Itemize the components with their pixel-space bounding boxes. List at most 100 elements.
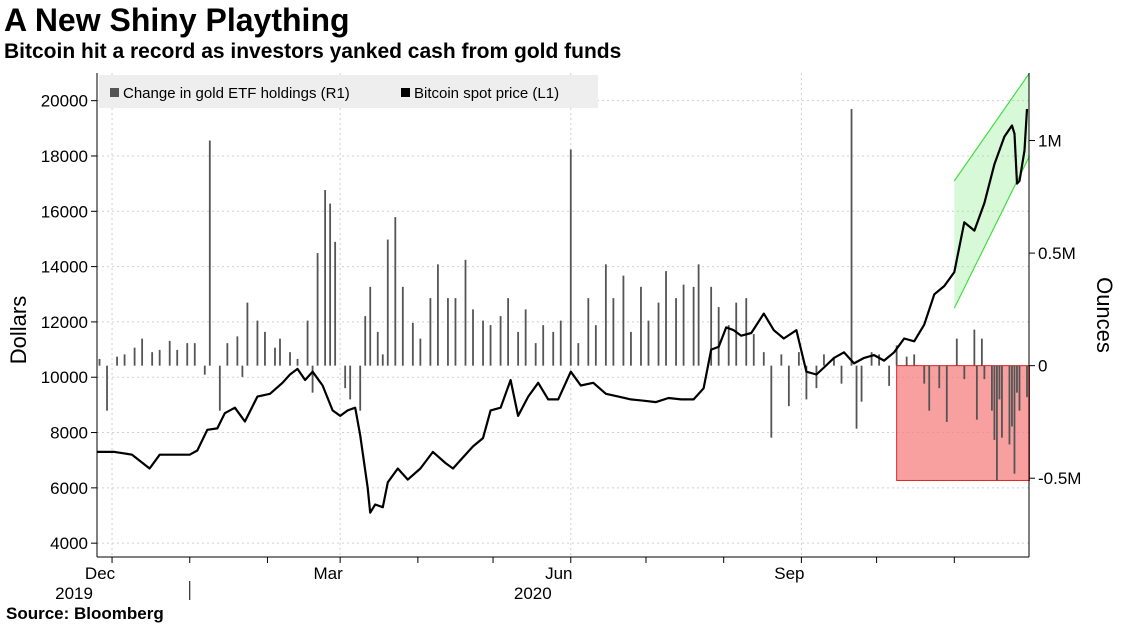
gold-etf-bar <box>697 264 700 366</box>
gold-etf-bar <box>787 365 790 407</box>
year-label: 2019 <box>55 584 93 600</box>
gold-etf-bar <box>923 365 926 384</box>
chart-title: A New Shiny Plaything <box>4 2 350 38</box>
gold-etf-bar <box>612 298 615 366</box>
gold-etf-bar <box>376 331 379 366</box>
gold-etf-bar <box>116 356 118 366</box>
year-label: 2020 <box>514 584 552 600</box>
gold-etf-bar <box>855 365 858 429</box>
gold-etf-bar <box>657 302 660 366</box>
gold-etf-bar <box>454 298 457 366</box>
gold-etf-bar <box>482 320 484 366</box>
month-label: Mar <box>314 564 344 583</box>
gold-etf-bar <box>692 286 695 366</box>
left-tick-label: 10000 <box>41 368 88 387</box>
gold-etf-bar <box>394 217 397 366</box>
left-tick-label: 20000 <box>41 92 88 111</box>
legend: Change in gold ETF holdings (R1) Bitcoin… <box>99 75 598 108</box>
gold-etf-bar <box>559 320 562 366</box>
gold-etf-bar <box>542 325 545 366</box>
gold-etf-bar <box>241 365 244 377</box>
gold-etf-bar <box>717 307 720 366</box>
gold-etf-bar <box>311 365 314 393</box>
gold-etf-bar <box>369 286 372 366</box>
gold-etf-bar <box>630 331 632 366</box>
gold-etf-bar <box>1026 365 1028 398</box>
left-tick-label: 14000 <box>41 258 88 277</box>
gold-etf-bar <box>208 140 211 366</box>
gold-etf-bar <box>973 329 976 366</box>
gold-etf-bar <box>622 275 625 366</box>
month-label: Sep <box>774 564 804 583</box>
gold-etf-bar <box>401 286 404 366</box>
gold-etf-bar <box>324 190 327 366</box>
gold-etf-bar <box>517 331 520 366</box>
gold-etf-bar <box>226 343 229 366</box>
gold-etf-bar <box>1008 365 1011 445</box>
gold-etf-bar <box>447 298 449 366</box>
gold-etf-bar <box>710 286 713 366</box>
axes: 4000 6000 8000 10000 12000 14000 16000 18000 200… <box>41 73 1081 600</box>
gold-etf-bar <box>98 358 101 366</box>
left-tick-label: 6000 <box>50 479 88 498</box>
gold-etf-bar <box>983 365 986 380</box>
gold-etf-bar <box>604 264 607 366</box>
gold-etf-bar <box>256 320 259 366</box>
left-tick-label: 8000 <box>50 424 88 443</box>
gold-etf-bar <box>1013 365 1016 474</box>
gold-etf-bar <box>133 347 136 366</box>
gold-etf-bar <box>274 347 276 366</box>
gold-etf-bar <box>888 365 891 386</box>
gold-etf-bar <box>344 365 347 389</box>
right-tick-label: 0.5M <box>1038 244 1076 263</box>
gold-etf-bar <box>833 358 835 366</box>
annotations <box>896 72 1031 481</box>
gold-etf-bar <box>745 298 748 366</box>
gold-etf-bar <box>524 309 527 366</box>
gold-etf-bar <box>963 365 966 380</box>
right-tick-label: -0.5M <box>1038 469 1081 488</box>
gold-etf-bar <box>797 352 800 366</box>
gold-etf-bar <box>203 365 206 375</box>
gold-etf-bar <box>193 343 196 366</box>
right-axis-title: Ounces <box>1092 277 1117 353</box>
gold-etf-bar <box>840 365 843 384</box>
gold-etf-bar <box>823 354 825 366</box>
channel-upper-edge <box>953 72 1030 182</box>
gold-etf-bar <box>1016 365 1018 393</box>
gold-etf-bar <box>218 365 221 411</box>
bitcoin-line-layer <box>97 108 1029 514</box>
month-label: Dec <box>85 564 116 583</box>
gold-etf-bars <box>98 109 1028 481</box>
gold-etf-bar <box>675 298 677 366</box>
legend-label-bitcoin: Bitcoin spot price (L1) <box>414 85 559 102</box>
left-tick-label: 12000 <box>41 313 88 332</box>
gold-etf-bar <box>928 365 931 411</box>
gold-etf-bar <box>975 365 978 420</box>
gold-etf-bar <box>594 325 597 366</box>
legend-swatch-bitcoin <box>401 88 410 97</box>
gold-etf-bar <box>329 203 332 366</box>
gold-etf-bar <box>168 340 171 366</box>
gold-etf-bar <box>176 349 179 366</box>
gold-etf-bar <box>996 365 998 481</box>
gold-etf-bar <box>364 316 367 366</box>
gold-etf-bar <box>870 352 873 366</box>
right-tick-label: 1M <box>1038 132 1062 151</box>
gold-etf-bar <box>860 365 863 402</box>
legend-background <box>99 75 598 108</box>
gold-etf-bar <box>264 331 266 366</box>
gold-etf-bar <box>464 259 467 366</box>
gold-etf-bar <box>236 336 239 366</box>
grid <box>97 73 1029 557</box>
gold-etf-bar <box>945 365 948 422</box>
gold-etf-bar <box>151 352 154 366</box>
source-note: Source: Bloomberg <box>6 604 164 623</box>
gold-etf-bar <box>955 338 958 366</box>
gold-etf-bar <box>1001 365 1003 438</box>
gold-etf-bar <box>770 365 773 438</box>
gold-etf-bar <box>158 349 161 366</box>
legend-label-gold: Change in gold ETF holdings (R1) <box>123 85 350 102</box>
outflow-highlight-box <box>896 365 1031 481</box>
right-tick-label: 0 <box>1038 357 1047 376</box>
